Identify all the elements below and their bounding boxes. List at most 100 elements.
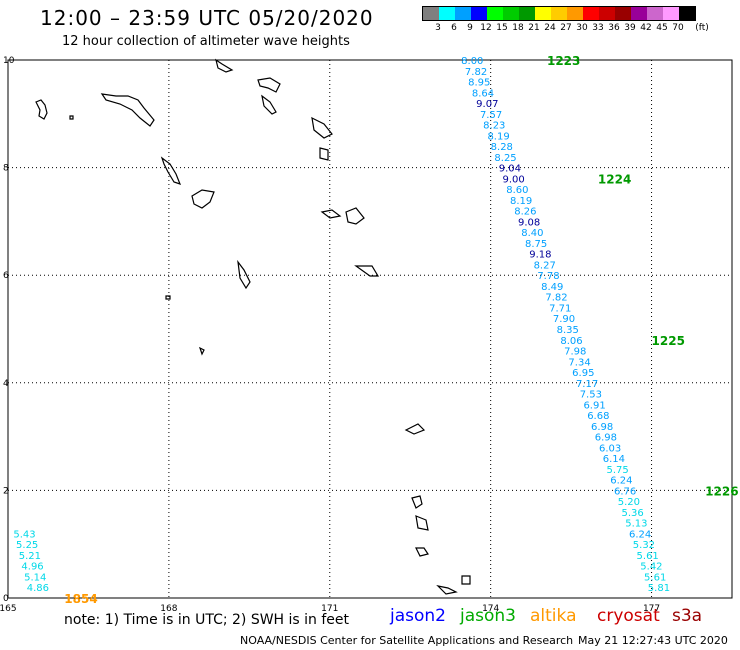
legend-swatch — [439, 7, 455, 20]
legend-bin-label: 27 — [560, 23, 572, 33]
island-7 — [311, 116, 333, 139]
wave-height-value: 8.26 — [514, 207, 536, 218]
island-8 — [319, 147, 329, 161]
wave-height-value: 5.20 — [618, 497, 640, 508]
island-5 — [257, 77, 281, 93]
legend-bin-label: 18 — [512, 23, 524, 33]
altimeter-tracks: 8.007.828.958.649.077.578.238.198.288.25… — [13, 54, 738, 606]
wave-height-value: 4.86 — [27, 583, 49, 594]
y-tick-label: 6 — [3, 271, 9, 281]
wave-height-value: 6.24 — [610, 476, 632, 487]
wave-height-value: 8.95 — [468, 78, 490, 89]
island-10 — [191, 189, 215, 209]
islands-coastlines — [35, 58, 471, 595]
y-tick-label: 4 — [3, 379, 9, 389]
x-tick-label: 165 — [0, 604, 17, 614]
wave-height-value: 8.00 — [461, 56, 483, 67]
island-16 — [198, 346, 205, 356]
legend-bin-label: 24 — [544, 23, 556, 33]
island-13 — [354, 265, 380, 277]
legend-swatch — [567, 7, 583, 20]
legend-jason3-label: jason3 — [460, 606, 516, 626]
legend-swatch — [583, 7, 599, 20]
map-title: 12:00 – 23:59 UTC 05/20/2020 — [40, 6, 374, 30]
legend-swatch — [599, 7, 615, 20]
wave-height-value: 8.28 — [491, 142, 513, 153]
legend-bin-label: 15 — [496, 23, 508, 33]
wave-height-value: 6.98 — [595, 433, 617, 444]
wave-height-value: 8.35 — [557, 325, 579, 336]
x-tick-label: 177 — [643, 604, 660, 614]
legend-bin-label: 21 — [528, 23, 540, 33]
y-tick-label: 10 — [3, 56, 15, 66]
wave-height-value: 7.53 — [580, 390, 602, 401]
wave-height-value: 8.19 — [487, 131, 509, 142]
wave-height-value: 6.98 — [591, 422, 613, 433]
island-6 — [261, 94, 277, 115]
island-20 — [415, 547, 429, 557]
footer-note: note: 1) Time is in UTC; 2) SWH is in fe… — [64, 612, 350, 628]
wave-height-value: 6.91 — [583, 400, 605, 411]
wave-height-value: 5.81 — [648, 583, 670, 594]
wave-height-value: 7.82 — [545, 293, 567, 304]
wave-height-value: 7.57 — [480, 110, 502, 121]
legend-swatch — [551, 7, 567, 20]
island-19 — [415, 515, 429, 531]
island-22 — [461, 575, 471, 585]
wave-height-value: 5.36 — [622, 508, 644, 519]
legend-swatch — [455, 7, 471, 20]
wave-height-value: 5.21 — [19, 551, 41, 562]
wave-height-value: 6.76 — [614, 486, 636, 497]
pass-time-label: 1226 — [705, 484, 738, 498]
legend-swatch — [471, 7, 487, 20]
legend-swatch — [615, 7, 631, 20]
legend-bin-label: 70 — [672, 23, 684, 33]
island-17 — [404, 423, 426, 435]
island-11 — [320, 209, 342, 219]
wave-height-value: 5.25 — [16, 540, 38, 551]
wave-height-value: 5.32 — [633, 540, 655, 551]
wave-height-value: 5.75 — [607, 465, 629, 476]
legend-unit-label: (ft) — [695, 23, 709, 33]
island-14 — [237, 259, 251, 290]
map-gridlines — [8, 60, 732, 598]
wave-height-value: 7.71 — [549, 303, 571, 314]
wave-height-value: 7.82 — [465, 67, 487, 78]
island-18 — [411, 495, 423, 509]
legend-bin-label: 36 — [608, 23, 620, 33]
wave-height-value: 5.13 — [625, 519, 647, 530]
island-15 — [165, 295, 171, 300]
island-9 — [160, 156, 182, 185]
wave-height-value: 7.34 — [568, 357, 590, 368]
wave-height-value: 5.61 — [637, 551, 659, 562]
legend-swatch — [631, 7, 647, 20]
legend-jason2-label: jason2 — [390, 606, 446, 626]
legend-swatch — [535, 7, 551, 20]
x-tick-label: 174 — [482, 604, 499, 614]
wave-height-value: 6.95 — [572, 368, 594, 379]
wave-height-value: 8.75 — [525, 239, 547, 250]
wave-height-value: 6.68 — [587, 411, 609, 422]
wave-height-value: 9.18 — [529, 250, 551, 261]
wave-height-value: 5.42 — [640, 562, 662, 573]
legend-bin-label: 3 — [435, 23, 441, 33]
island-12 — [345, 207, 365, 225]
wave-height-value: 9.04 — [499, 164, 521, 175]
legend-swatch — [519, 7, 535, 20]
wave-height-value: 8.40 — [521, 228, 543, 239]
wave-height-value: 5.43 — [13, 529, 35, 540]
map-frame — [7, 59, 733, 599]
legend-swatch — [663, 7, 679, 20]
legend-swatch — [487, 7, 503, 20]
legend-swatch — [647, 7, 663, 20]
legend-swatch — [423, 7, 439, 20]
wave-height-value: 6.24 — [629, 529, 651, 540]
island-21 — [436, 585, 458, 595]
wave-height-value: 9.00 — [502, 174, 524, 185]
island-2 — [69, 115, 74, 120]
y-tick-label: 8 — [3, 164, 9, 174]
x-tick-label: 171 — [321, 604, 338, 614]
wave-height-value: 9.08 — [518, 217, 540, 228]
legend-bin-label: 9 — [467, 23, 473, 33]
